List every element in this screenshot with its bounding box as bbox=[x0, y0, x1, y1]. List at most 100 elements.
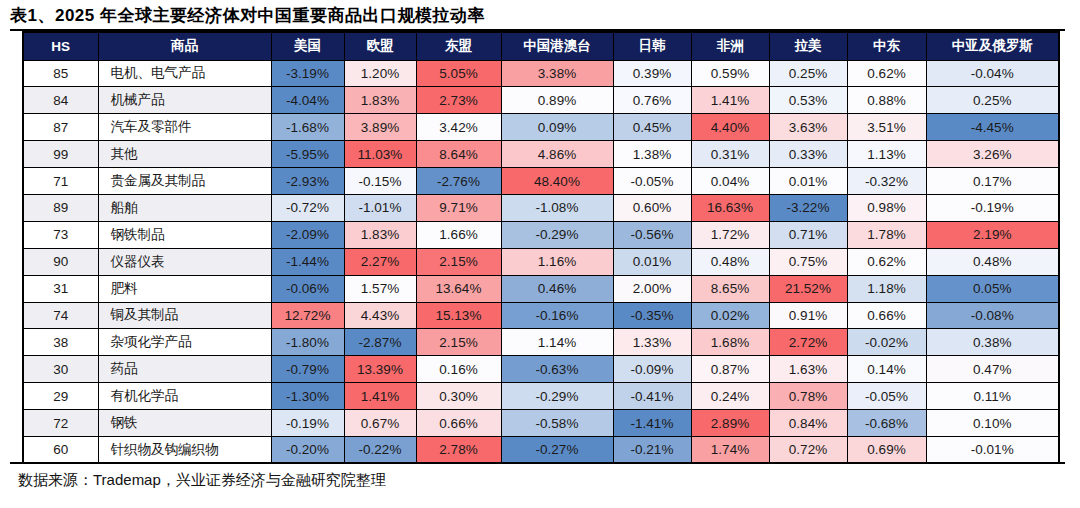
heatmap-cell: 0.25% bbox=[926, 87, 1059, 114]
heatmap-cell: -5.95% bbox=[271, 141, 344, 168]
heatmap-cell: 2.00% bbox=[613, 275, 691, 302]
heatmap-cell: 0.46% bbox=[501, 275, 613, 302]
heatmap-cell: 0.72% bbox=[769, 436, 847, 463]
heatmap-cell: 0.91% bbox=[769, 302, 847, 329]
heatmap-cell: 2.19% bbox=[926, 221, 1059, 248]
commodity-cell: 肥料 bbox=[98, 275, 271, 302]
heatmap-cell: -0.02% bbox=[847, 329, 926, 356]
commodity-cell: 铜及其制品 bbox=[98, 302, 271, 329]
heatmap-cell: 3.89% bbox=[344, 114, 416, 141]
heatmap-cell: 0.62% bbox=[847, 60, 926, 87]
heatmap-cell: 0.02% bbox=[691, 302, 769, 329]
heatmap-cell: -1.41% bbox=[613, 410, 691, 437]
heatmap-cell: -0.29% bbox=[501, 221, 613, 248]
heatmap-cell: 1.16% bbox=[501, 248, 613, 275]
heatmap-cell: 0.16% bbox=[416, 356, 501, 383]
hs-code-cell: 85 bbox=[23, 60, 98, 87]
heatmap-cell: 0.98% bbox=[847, 194, 926, 221]
heatmap-cell: 0.59% bbox=[691, 60, 769, 87]
heatmap-cell: 1.38% bbox=[613, 141, 691, 168]
column-header-6: 日韩 bbox=[613, 32, 691, 60]
commodity-cell: 电机、电气产品 bbox=[98, 60, 271, 87]
heatmap-cell: -0.58% bbox=[501, 410, 613, 437]
table-row: 74铜及其制品12.72%4.43%15.13%-0.16%-0.35%0.02… bbox=[23, 302, 1059, 329]
heatmap-cell: 0.30% bbox=[416, 383, 501, 410]
hs-code-cell: 31 bbox=[23, 275, 98, 302]
heatmap-cell: 0.10% bbox=[926, 410, 1059, 437]
heatmap-cell: 9.71% bbox=[416, 194, 501, 221]
heatmap-cell: -0.27% bbox=[501, 436, 613, 463]
heatmap-cell: -0.22% bbox=[344, 436, 416, 463]
heatmap-cell: 0.84% bbox=[769, 410, 847, 437]
heatmap-cell: -3.19% bbox=[271, 60, 344, 87]
commodity-cell: 机械产品 bbox=[98, 87, 271, 114]
heatmap-cell: 0.60% bbox=[613, 194, 691, 221]
hs-code-cell: 71 bbox=[23, 168, 98, 195]
commodity-cell: 汽车及零部件 bbox=[98, 114, 271, 141]
hs-code-cell: 60 bbox=[23, 436, 98, 463]
heatmap-cell: 48.40% bbox=[501, 168, 613, 195]
heatmap-cell: -0.72% bbox=[271, 194, 344, 221]
heatmap-cell: 0.14% bbox=[847, 356, 926, 383]
heatmap-cell: 0.78% bbox=[769, 383, 847, 410]
table-row: 84机械产品-4.04%1.83%2.73%0.89%0.76%1.41%0.5… bbox=[23, 87, 1059, 114]
heatmap-cell: -0.63% bbox=[501, 356, 613, 383]
table-row: 29有机化学品-1.30%1.41%0.30%-0.29%-0.41%0.24%… bbox=[23, 383, 1059, 410]
heatmap-cell: 1.33% bbox=[613, 329, 691, 356]
heatmap-cell: 4.86% bbox=[501, 141, 613, 168]
heatmap-cell: 2.73% bbox=[416, 87, 501, 114]
heatmap-cell: 1.41% bbox=[344, 383, 416, 410]
heatmap-cell: 11.03% bbox=[344, 141, 416, 168]
heatmap-cell: -4.45% bbox=[926, 114, 1059, 141]
heatmap-cell: 0.67% bbox=[344, 410, 416, 437]
table-row: 30药品-0.79%13.39%0.16%-0.63%-0.09%0.87%1.… bbox=[23, 356, 1059, 383]
hs-code-cell: 29 bbox=[23, 383, 98, 410]
heatmap-cell: 0.01% bbox=[769, 168, 847, 195]
heatmap-cell: -2.76% bbox=[416, 168, 501, 195]
heatmap-cell: 0.75% bbox=[769, 248, 847, 275]
heatmap-cell: 0.66% bbox=[416, 410, 501, 437]
heatmap-cell: 0.71% bbox=[769, 221, 847, 248]
heatmap-cell: 1.83% bbox=[344, 87, 416, 114]
table-row: 71贵金属及其制品-2.93%-0.15%-2.76%48.40%-0.05%0… bbox=[23, 168, 1059, 195]
heatmap-cell: 0.17% bbox=[926, 168, 1059, 195]
heatmap-cell: 1.41% bbox=[691, 87, 769, 114]
heatmap-cell: 5.05% bbox=[416, 60, 501, 87]
hs-code-cell: 90 bbox=[23, 248, 98, 275]
heatmap-cell: 12.72% bbox=[271, 302, 344, 329]
heatmap-cell: -0.19% bbox=[271, 410, 344, 437]
heatmap-cell: 0.09% bbox=[501, 114, 613, 141]
heatmap-cell: 1.57% bbox=[344, 275, 416, 302]
heatmap-cell: 1.14% bbox=[501, 329, 613, 356]
heatmap-cell: 1.20% bbox=[344, 60, 416, 87]
column-header-3: 欧盟 bbox=[344, 32, 416, 60]
heatmap-cell: 2.78% bbox=[416, 436, 501, 463]
heatmap-cell: 2.72% bbox=[769, 329, 847, 356]
hs-code-cell: 74 bbox=[23, 302, 98, 329]
heatmap-cell: 0.69% bbox=[847, 436, 926, 463]
commodity-cell: 船舶 bbox=[98, 194, 271, 221]
heatmap-cell: 2.89% bbox=[691, 410, 769, 437]
heatmap-cell: 2.27% bbox=[344, 248, 416, 275]
column-header-4: 东盟 bbox=[416, 32, 501, 60]
heatmap-cell: -0.68% bbox=[847, 410, 926, 437]
heatmap-cell: -0.05% bbox=[847, 383, 926, 410]
column-header-9: 中东 bbox=[847, 32, 926, 60]
table-body: 85电机、电气产品-3.19%1.20%5.05%3.38%0.39%0.59%… bbox=[23, 60, 1059, 463]
bottom-divider bbox=[10, 462, 1065, 464]
heatmap-cell: -0.09% bbox=[613, 356, 691, 383]
table-row: 99其他-5.95%11.03%8.64%4.86%1.38%0.31%0.33… bbox=[23, 141, 1059, 168]
commodity-cell: 贵金属及其制品 bbox=[98, 168, 271, 195]
commodity-cell: 仪器仪表 bbox=[98, 248, 271, 275]
heatmap-cell: 0.89% bbox=[501, 87, 613, 114]
heatmap-cell: -0.29% bbox=[501, 383, 613, 410]
heatmap-cell: -1.01% bbox=[344, 194, 416, 221]
heatmap-cell: -0.05% bbox=[613, 168, 691, 195]
heatmap-cell: 0.33% bbox=[769, 141, 847, 168]
heatmap-cell: -0.56% bbox=[613, 221, 691, 248]
heatmap-cell: 0.48% bbox=[691, 248, 769, 275]
heatmap-cell: -1.44% bbox=[271, 248, 344, 275]
table-row: 72钢铁-0.19%0.67%0.66%-0.58%-1.41%2.89%0.8… bbox=[23, 410, 1059, 437]
heatmap-cell: 0.31% bbox=[691, 141, 769, 168]
heatmap-cell: 0.24% bbox=[691, 383, 769, 410]
